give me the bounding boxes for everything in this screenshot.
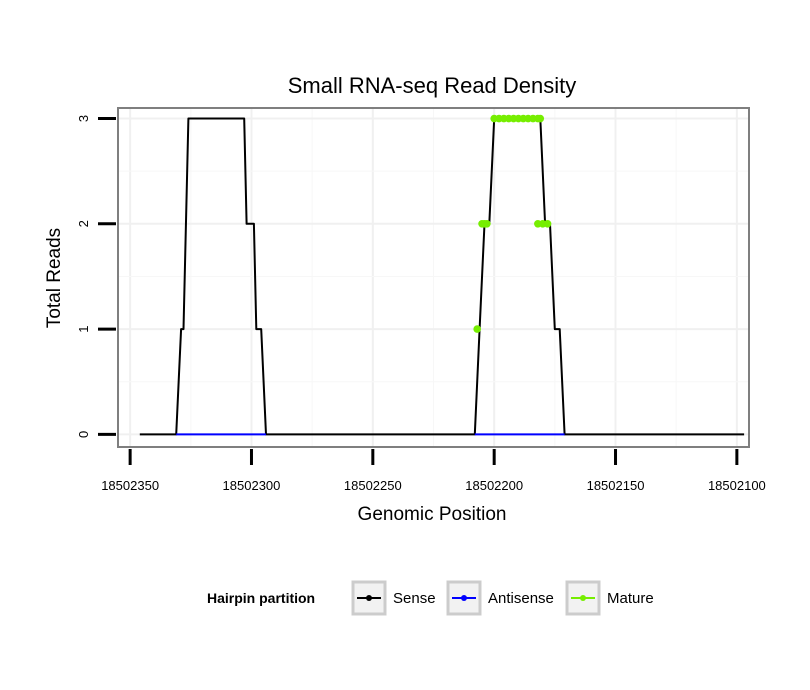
legend: Hairpin partition Sense Antisense Mature xyxy=(207,580,654,616)
y-tick-label: 3 xyxy=(76,115,91,122)
x-tick-label: 18502250 xyxy=(344,478,402,493)
legend-point-mature xyxy=(580,595,586,601)
legend-point-antisense xyxy=(461,595,467,601)
data-point-mature xyxy=(483,220,491,228)
x-tick-label: 18502350 xyxy=(101,478,159,493)
x-axis-title: Genomic Position xyxy=(358,504,507,525)
data-point-mature xyxy=(536,114,545,123)
x-tick-label: 18502200 xyxy=(465,478,523,493)
y-tick-label: 1 xyxy=(76,325,91,332)
x-axis: 18502350 18502300 18502250 18502200 18502150… xyxy=(101,449,766,493)
y-axis: 0 1 2 3 xyxy=(76,115,116,438)
legend-item-sense: Sense xyxy=(351,580,436,616)
data-point-mature xyxy=(473,325,481,333)
legend-item-mature: Mature xyxy=(565,580,654,616)
data-point-mature xyxy=(543,220,552,228)
legend-label-sense: Sense xyxy=(393,590,436,607)
y-tick-label: 0 xyxy=(76,431,91,438)
plot-panel-border xyxy=(117,107,750,448)
legend-label-antisense: Antisense xyxy=(488,590,554,607)
chart-title: Small RNA-seq Read Density xyxy=(288,73,577,98)
x-tick-label: 18502100 xyxy=(708,478,766,493)
x-tick-label: 18502300 xyxy=(223,478,281,493)
series-layer xyxy=(139,114,745,436)
x-tick-label: 18502150 xyxy=(587,478,645,493)
legend-title: Hairpin partition xyxy=(207,590,315,606)
y-axis-title: Total Reads xyxy=(44,228,65,328)
legend-label-mature: Mature xyxy=(607,590,654,607)
y-tick-label: 2 xyxy=(76,220,91,227)
legend-item-antisense: Antisense xyxy=(446,580,554,616)
legend-point-sense xyxy=(366,595,372,601)
